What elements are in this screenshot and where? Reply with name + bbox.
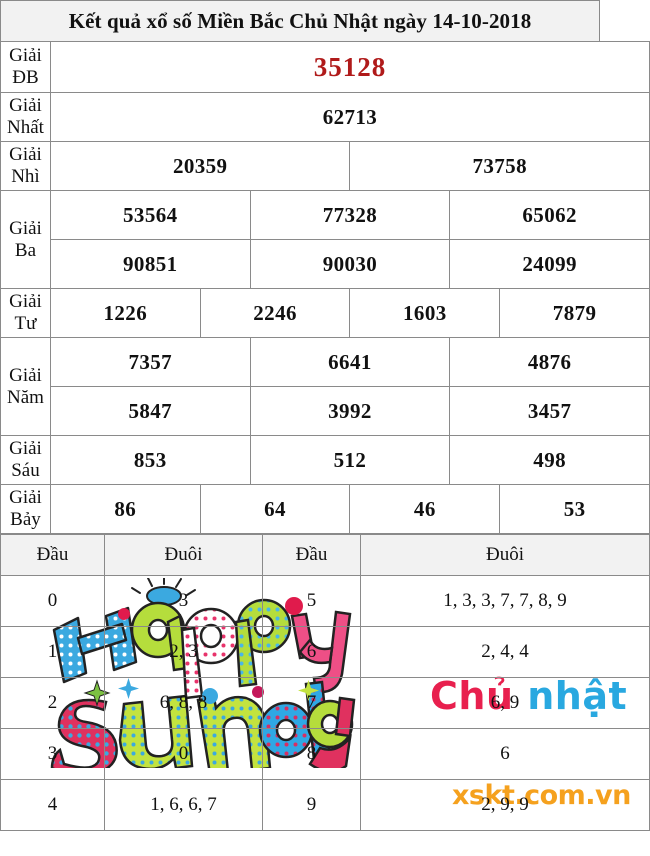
prize-value-3-1: 77328	[249, 190, 451, 240]
summary-table-row: 0 3 5 1, 3, 3, 7, 7, 8, 9	[0, 575, 650, 627]
prize-value-5-0: 7357	[49, 337, 251, 387]
prize-value-7-0: 86	[49, 484, 201, 534]
prize-value-3-4: 90030	[249, 239, 451, 289]
prize-value-5-3: 5847	[49, 386, 251, 436]
prize-value-5-1: 6641	[249, 337, 451, 387]
summary-dau-left-2: 2	[0, 677, 105, 729]
table-row-prize-3b: 90851 90030 24099	[1, 239, 650, 289]
summary-dau-left-3: 3	[0, 728, 105, 780]
prize-value-6-0: 853	[49, 435, 251, 485]
prize-value-4-3: 7879	[499, 288, 650, 338]
prize-value-7-1: 64	[199, 484, 351, 534]
summary-duoi-right-0: 1, 3, 3, 7, 7, 8, 9	[360, 575, 650, 627]
prize-value-4-1: 2246	[199, 288, 351, 338]
summary-header-duoi-right: Đuôi	[360, 534, 650, 576]
prize-value-4-0: 1226	[49, 288, 201, 338]
summary-duoi-left-0: 3	[104, 575, 263, 627]
prize-label-6: Giải Sáu	[0, 435, 51, 485]
prize-label-7: Giải Bảy	[0, 484, 51, 534]
table-row-prize-4: Giải Tư 1226 2246 1603 7879	[0, 288, 650, 338]
table-row-prize-3a: Giải Ba 53564 77328 65062	[0, 190, 650, 289]
prize-value-7-3: 53	[499, 484, 650, 534]
prize-value-5-5: 3457	[449, 386, 650, 436]
summary-dau-right-1: 6	[262, 626, 361, 678]
prize-value-3-3: 90851	[49, 239, 251, 289]
table-row-prize-1: Giải Nhất 62713	[0, 92, 650, 142]
summary-dau-right-3: 8	[262, 728, 361, 780]
prize-value-3-2: 65062	[449, 190, 650, 240]
summary-dau-right-2: 7	[262, 677, 361, 729]
summary-dau-right-4: 9	[262, 779, 361, 831]
prize-value-2-0: 20359	[49, 141, 351, 191]
prize-value-5-2: 4876	[449, 337, 650, 387]
summary-duoi-right-3: 6	[360, 728, 650, 780]
summary-table-row: 1 2, 3 6 2, 4, 4	[0, 626, 650, 678]
lottery-results-table: Kết quả xổ số Miền Bắc Chủ Nhật ngày 14-…	[0, 0, 650, 534]
summary-duoi-left-1: 2, 3	[104, 626, 263, 678]
summary-duoi-right-4: 2, 9, 9	[360, 779, 650, 831]
prize-label-5: Giải Năm	[0, 337, 51, 436]
table-row-prize-5a: Giải Năm 7357 6641 4876	[0, 337, 650, 436]
summary-duoi-right-2: 6, 9	[360, 677, 650, 729]
summary-dau-left-4: 4	[0, 779, 105, 831]
prize-value-5-4: 3992	[249, 386, 451, 436]
prize-value-6-2: 498	[449, 435, 650, 485]
head-tail-summary-table: Đầu Đuôi Đầu Đuôi 0 3 5 1, 3, 3, 7, 7, 8…	[0, 534, 650, 831]
prize-label-2: Giải Nhì	[0, 141, 51, 191]
prize-label-1: Giải Nhất	[0, 92, 51, 142]
prize-label-3: Giải Ba	[0, 190, 51, 289]
summary-duoi-left-4: 1, 6, 6, 7	[104, 779, 263, 831]
summary-duoi-left-2: 6, 8, 8	[104, 677, 263, 729]
summary-header-dau-left: Đầu	[0, 534, 105, 576]
summary-header-dau-right: Đầu	[262, 534, 361, 576]
prize-value-4-2: 1603	[349, 288, 501, 338]
prize-value-3-5: 24099	[449, 239, 650, 289]
summary-dau-left-1: 1	[0, 626, 105, 678]
table-row-prize-6: Giải Sáu 853 512 498	[0, 435, 650, 485]
summary-duoi-right-1: 2, 4, 4	[360, 626, 650, 678]
summary-header-row: Đầu Đuôi Đầu Đuôi	[0, 534, 650, 576]
summary-header-duoi-left: Đuôi	[104, 534, 263, 576]
prize-value-6-1: 512	[249, 435, 451, 485]
prize-label-db: Giải ĐB	[0, 41, 51, 93]
summary-table-row: 2 6, 8, 8 7 6, 9	[0, 677, 650, 729]
table-row-prize-db: Giải ĐB 35128	[0, 41, 650, 93]
page-title: Kết quả xổ số Miền Bắc Chủ Nhật ngày 14-…	[0, 0, 601, 42]
table-row-prize-7: Giải Bảy 86 64 46 53	[0, 484, 650, 534]
prize-value-2-1: 73758	[349, 141, 650, 191]
table-row-prize-2: Giải Nhì 20359 73758	[0, 141, 650, 191]
summary-dau-right-0: 5	[262, 575, 361, 627]
prize-label-4: Giải Tư	[0, 288, 51, 338]
summary-dau-left-0: 0	[0, 575, 105, 627]
prize-value-3-0: 53564	[49, 190, 251, 240]
summary-section: Chủ nhật xskt.com.vn Đầu Đuôi Đầu Đuôi 0…	[0, 534, 650, 831]
summary-table-row: 3 0 8 6	[0, 728, 650, 780]
summary-table-row: 4 1, 6, 6, 7 9 2, 9, 9	[0, 779, 650, 831]
table-row-prize-5b: 5847 3992 3457	[1, 386, 650, 436]
prize-value-1-0: 62713	[49, 92, 650, 142]
summary-duoi-left-3: 0	[104, 728, 263, 780]
prize-value-7-2: 46	[349, 484, 501, 534]
table-title-row: Kết quả xổ số Miền Bắc Chủ Nhật ngày 14-…	[0, 0, 650, 42]
prize-value-db-0: 35128	[49, 41, 650, 93]
